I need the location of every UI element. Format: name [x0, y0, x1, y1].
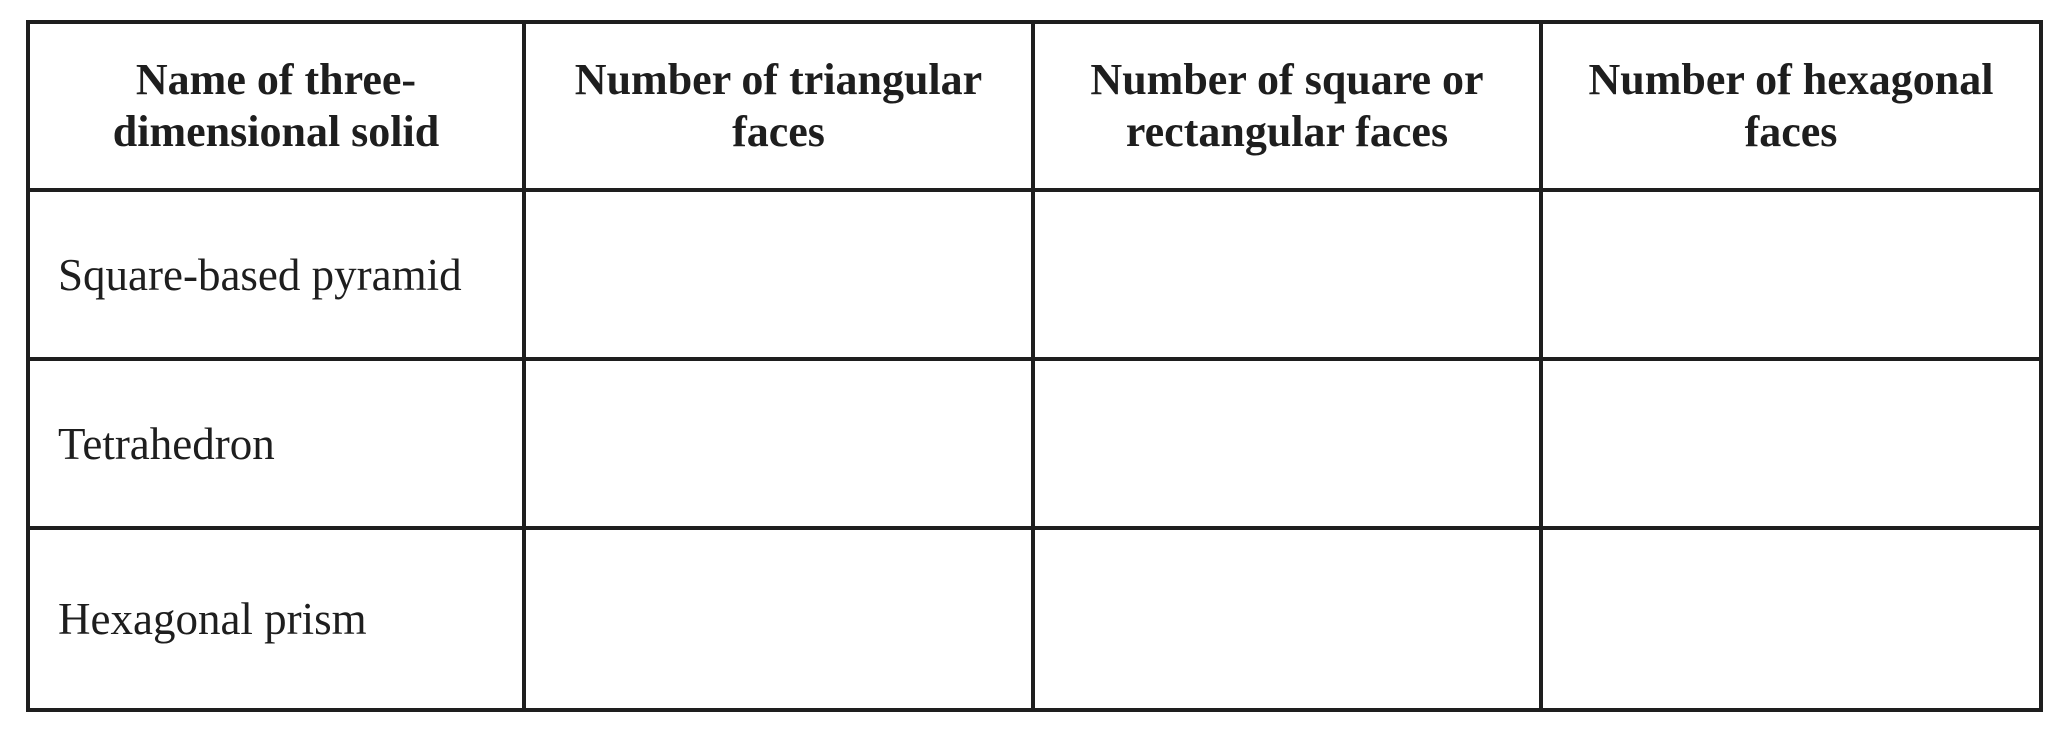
header-triangular-faces: Number of triangular faces — [522, 20, 1035, 192]
table-header-row: Name of three-dimensional solid Number o… — [26, 20, 2043, 192]
solids-faces-table: Name of three-dimensional solid Number o… — [26, 20, 2043, 712]
header-solid-name-text: Name of three-dimensional solid — [112, 55, 440, 156]
hexagonal-faces-answer-cell[interactable] — [1539, 357, 2043, 530]
triangular-faces-answer-cell[interactable] — [522, 526, 1035, 712]
header-hexagonal-faces-text: Number of hexagonal faces — [1588, 55, 1994, 156]
table-row: Square-based pyramid — [26, 188, 2043, 361]
solid-name-cell: Tetrahedron — [26, 357, 526, 530]
triangular-faces-answer-cell[interactable] — [522, 188, 1035, 361]
header-solid-name: Name of three-dimensional solid — [26, 20, 526, 192]
solid-name-cell: Hexagonal prism — [26, 526, 526, 712]
header-square-rectangular-faces: Number of square or rectangular faces — [1031, 20, 1543, 192]
header-hexagonal-faces: Number of hexagonal faces — [1539, 20, 2043, 192]
table-row: Tetrahedron — [26, 357, 2043, 530]
square-rectangular-faces-answer-cell[interactable] — [1031, 357, 1543, 530]
hexagonal-faces-answer-cell[interactable] — [1539, 188, 2043, 361]
header-triangular-faces-text: Number of triangular faces — [574, 55, 983, 156]
solid-name-cell: Square-based pyramid — [26, 188, 526, 361]
table-row: Hexagonal prism — [26, 526, 2043, 712]
triangular-faces-answer-cell[interactable] — [522, 357, 1035, 530]
header-square-rectangular-faces-text: Number of square or rectangular faces — [1090, 55, 1484, 156]
square-rectangular-faces-answer-cell[interactable] — [1031, 188, 1543, 361]
hexagonal-faces-answer-cell[interactable] — [1539, 526, 2043, 712]
square-rectangular-faces-answer-cell[interactable] — [1031, 526, 1543, 712]
